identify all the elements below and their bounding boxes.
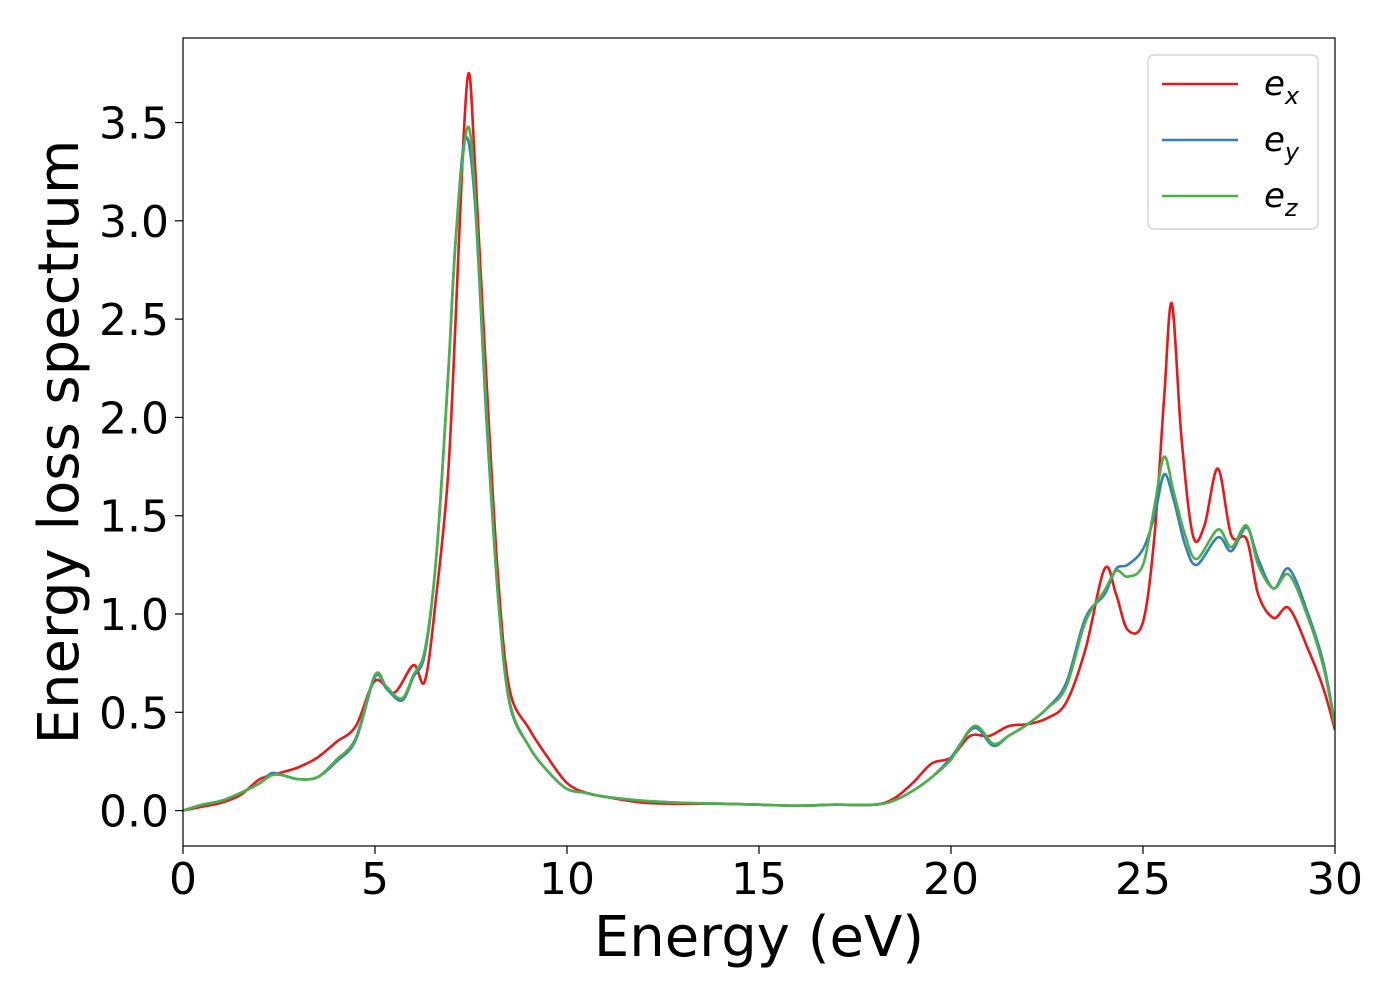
x-tick-label: 0 xyxy=(169,854,197,905)
y-tick-label: 1.0 xyxy=(99,590,169,641)
y-axis: 0.0 0.5 1.0 1.5 2.0 2.5 3.0 3.5 xyxy=(99,99,183,838)
y-tick-label: 1.5 xyxy=(99,492,169,543)
x-axis-title: Energy (eV) xyxy=(594,905,924,970)
y-tick-label: 0.0 xyxy=(99,787,169,838)
series-line-ez xyxy=(183,125,1335,812)
x-tick-label: 25 xyxy=(1115,854,1171,905)
x-tick-label: 10 xyxy=(539,854,595,905)
y-tick-label: 3.0 xyxy=(99,197,169,248)
x-axis: 0 5 10 15 20 25 30 xyxy=(169,846,1363,905)
series-layer xyxy=(183,72,1335,812)
y-tick-label: 2.5 xyxy=(99,295,169,346)
x-tick-label: 30 xyxy=(1307,854,1363,905)
x-tick-label: 5 xyxy=(361,854,389,905)
x-tick-label: 15 xyxy=(731,854,787,905)
legend-box xyxy=(1147,54,1319,230)
y-tick-label: 2.0 xyxy=(99,393,169,444)
x-tick-label: 20 xyxy=(923,854,979,905)
y-tick-label: 3.5 xyxy=(99,99,169,150)
y-axis-title: Energy loss spectrum xyxy=(27,140,92,745)
y-tick-label: 0.5 xyxy=(99,688,169,739)
